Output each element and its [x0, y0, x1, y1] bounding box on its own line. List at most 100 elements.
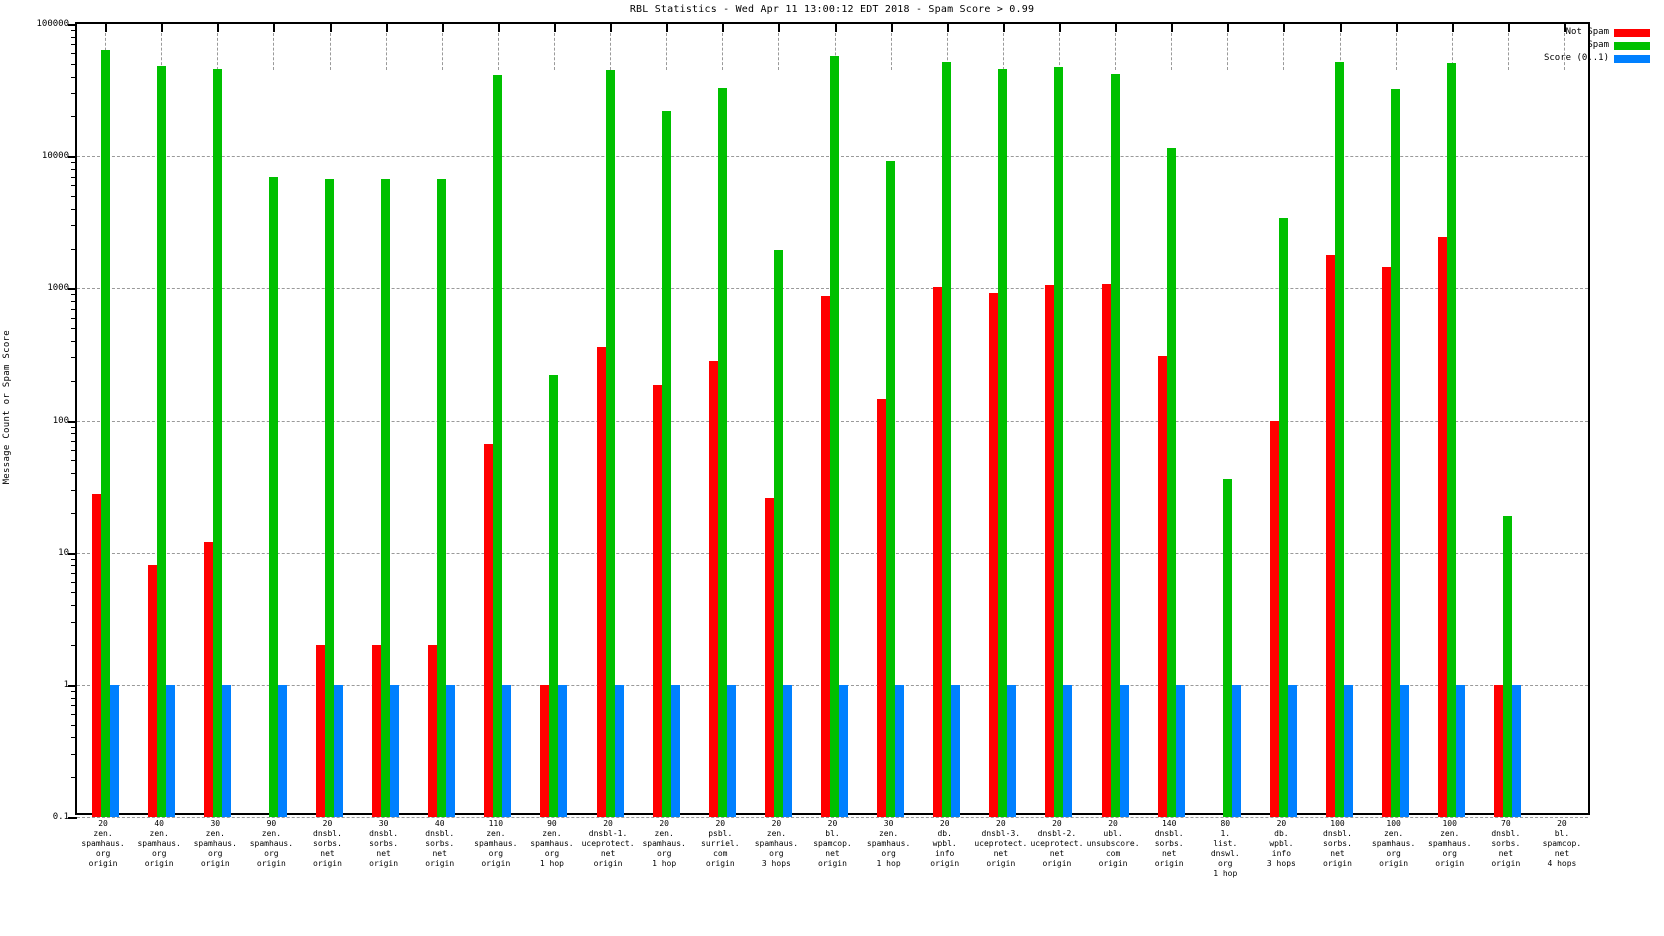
bar-score-0-1: [782, 684, 792, 817]
bar-not-spam: [764, 497, 774, 817]
bar-not-spam: [1101, 283, 1111, 817]
bar-spam: [381, 179, 391, 817]
y-axis-minor-tick: [71, 605, 77, 607]
x-axis-tick: [1507, 23, 1510, 32]
x-axis-category-label: 80 1. list. dnswl. org 1 hop: [1210, 819, 1240, 878]
y-axis-minor-tick: [71, 473, 77, 475]
x-axis-category-label: 20 zen. spamhaus. org origin: [81, 819, 125, 868]
y-axis-minor-tick: [71, 440, 77, 442]
x-gridline: [385, 33, 387, 70]
x-axis-tick: [890, 23, 893, 32]
x-axis-tick: [497, 23, 500, 32]
x-gridline: [497, 33, 499, 70]
bar-not-spam: [989, 293, 999, 817]
x-gridline: [1507, 33, 1509, 70]
y-axis-label: 1: [63, 679, 69, 690]
x-axis-tick: [217, 23, 220, 32]
y-axis-minor-tick: [71, 44, 77, 46]
x-axis-category-label: 90 zen. spamhaus. org 1 hop: [530, 819, 574, 868]
x-axis-category-label: 40 dnsbl. sorbs. net origin: [425, 819, 455, 868]
y-axis-minor-tick: [71, 176, 77, 178]
y-axis-minor-tick: [71, 225, 77, 227]
y-axis-minor-tick: [71, 426, 77, 428]
x-axis-category-label: 20 ubl. unsubscore. com origin: [1086, 819, 1140, 868]
bar-spam: [212, 68, 222, 817]
bar-not-spam: [372, 645, 382, 817]
x-axis-category-label: 20 dnsbl-1. uceprotect. net origin: [581, 819, 635, 868]
y-axis-minor-tick: [71, 328, 77, 330]
x-axis-category-label: 100 zen. spamhaus. org origin: [1428, 819, 1472, 868]
bar-score-0-1: [951, 684, 961, 817]
bar-spam: [661, 110, 671, 817]
x-gridline: [217, 33, 219, 70]
bar-score-0-1: [221, 684, 231, 817]
bar-spam: [1503, 515, 1513, 817]
x-gridline: [161, 33, 163, 70]
legend-label-score: Score (0..1): [1543, 53, 1609, 63]
x-axis-tick: [553, 23, 556, 32]
x-axis-tick: [1283, 23, 1286, 32]
x-axis-tick: [105, 23, 108, 32]
bar-spam: [717, 87, 727, 817]
bar-spam: [493, 75, 503, 817]
x-gridline: [1171, 33, 1173, 70]
bar-not-spam: [203, 542, 213, 817]
y-axis-minor-tick: [71, 724, 77, 726]
x-axis-tick: [778, 23, 781, 32]
legend-item-not-spam: Not Spam: [1544, 26, 1650, 39]
y-axis-minor-tick: [71, 380, 77, 382]
bar-not-spam: [877, 399, 887, 817]
y-axis-minor-tick: [71, 76, 77, 78]
x-gridline: [1283, 33, 1285, 70]
y-axis-label: 10: [58, 547, 69, 558]
y-axis-tick: [68, 420, 77, 423]
x-axis-category-label: 20 bl. spamcop. net origin: [813, 819, 852, 868]
bar-spam: [1222, 479, 1232, 817]
bar-score-0-1: [1344, 684, 1353, 817]
bar-score-0-1: [390, 684, 400, 817]
legend-item-spam: Spam: [1544, 39, 1650, 52]
x-gridline: [1227, 33, 1229, 70]
y-axis-minor-tick: [71, 573, 77, 575]
y-axis-minor-tick: [71, 449, 77, 451]
y-axis-minor-tick: [71, 195, 77, 197]
bar-spam: [1335, 61, 1344, 817]
y-axis-tick: [68, 24, 77, 26]
y-axis-minor-tick: [71, 737, 77, 739]
x-axis-tick: [1395, 23, 1398, 32]
bar-spam: [830, 56, 839, 817]
x-gridline: [666, 33, 668, 70]
bar-spam: [437, 179, 447, 817]
bar-spam: [325, 179, 334, 817]
x-gridline: [1002, 33, 1004, 70]
y-axis-label: 10000: [41, 151, 69, 162]
y-axis-minor-tick: [71, 93, 77, 95]
bar-spam: [1447, 62, 1457, 817]
x-axis-category-label: 30 zen. spamhaus. org 1 hop: [866, 819, 911, 868]
bar-spam: [1166, 148, 1176, 817]
y-axis-minor-tick: [71, 645, 77, 647]
x-gridline: [946, 33, 948, 70]
y-axis-label: 100: [52, 415, 69, 426]
bar-score-0-1: [614, 684, 624, 817]
x-axis-category-label: 20 bl. spamcop. net 4 hops: [1542, 819, 1582, 868]
y-axis-minor-tick: [71, 308, 77, 310]
y-axis-minor-tick: [71, 433, 77, 435]
x-gridline: [890, 33, 892, 70]
bar-score-0-1: [334, 684, 343, 817]
y-axis-minor-tick: [71, 489, 77, 491]
bar-spam: [942, 61, 952, 817]
bar-score-0-1: [1119, 684, 1129, 817]
bar-score-0-1: [1456, 684, 1466, 817]
bar-not-spam: [540, 684, 550, 817]
bar-score-0-1: [165, 684, 175, 817]
bar-not-spam: [596, 346, 606, 817]
x-axis-tick: [1339, 23, 1342, 32]
bar-not-spam: [91, 493, 101, 817]
bar-not-spam: [428, 645, 438, 817]
bar-not-spam: [1045, 284, 1055, 817]
y-axis-minor-tick: [71, 565, 77, 567]
bar-spam: [998, 68, 1008, 817]
bar-score-0-1: [1512, 684, 1522, 817]
plot-area: 100000 10000 1000 100 10 1 0.1: [36, 20, 1590, 822]
